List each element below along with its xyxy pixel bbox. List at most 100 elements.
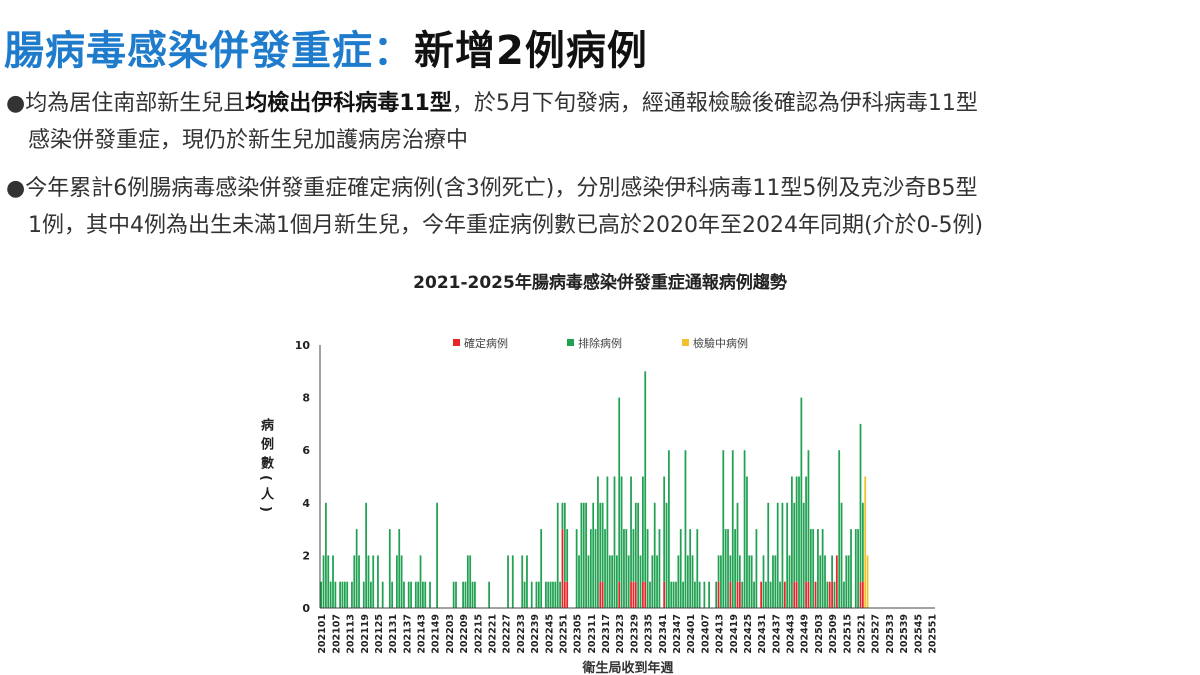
bar-排除病例 [589,529,592,608]
bar-排除病例 [507,555,509,608]
x-tick-label: 202347 [672,614,683,654]
bar-確定病例 [729,581,732,608]
bar-排除病例 [774,555,777,608]
bar-排除病例 [861,502,864,582]
bar-排除病例 [717,555,720,582]
bar-排除病例 [807,450,810,582]
bar-確定病例 [641,581,644,608]
bar-排除病例 [608,555,611,608]
bar-排除病例 [561,502,564,530]
bar-排除病例 [580,502,583,608]
y-tick-label: 6 [302,444,310,457]
x-tick-label: 202107 [331,614,342,654]
bar-排除病例 [729,555,732,582]
bar-排除病例 [346,581,349,608]
bar-排除病例 [552,581,554,608]
x-tick-label: 202515 [842,614,853,654]
bar-排除病例 [720,555,722,608]
bar-確定病例 [805,581,807,608]
bar-確定病例 [831,581,833,608]
bar-排除病例 [663,476,666,582]
bar-排除病例 [613,476,616,608]
bar-排除病例 [469,555,472,608]
bar-確定病例 [783,581,786,608]
bar-排除病例 [649,581,651,608]
x-tick-label: 202329 [629,614,640,654]
bar-排除病例 [511,555,514,608]
bar-排除病例 [764,581,767,608]
bar-排除病例 [353,555,356,608]
bar-排除病例 [738,555,741,582]
bar-排除病例 [620,476,623,608]
bar-排除病例 [417,581,420,608]
bar-確定病例 [835,555,838,608]
bar-排除病例 [809,529,812,608]
x-tick-label: 202305 [573,614,584,654]
bar-排除病例 [388,529,391,608]
bar-排除病例 [675,581,677,608]
x-tick-label: 202251 [558,614,569,654]
bar-排除病例 [641,476,644,582]
x-tick-label: 202449 [800,614,811,654]
bar-排除病例 [545,581,547,608]
bar-排除病例 [748,555,751,608]
bar-排除病例 [455,581,457,608]
bar-排除病例 [339,581,341,608]
bar-排除病例 [556,502,559,608]
bar-排除病例 [767,502,770,608]
bar-排除病例 [819,555,822,608]
bar-排除病例 [611,555,614,608]
bar-確定病例 [632,581,635,608]
bar-排除病例 [466,555,469,608]
bar-排除病例 [452,581,455,608]
bar-排除病例 [854,529,857,608]
bar-排除病例 [424,581,427,608]
bar-排除病例 [772,555,774,608]
bar-確定病例 [760,581,763,608]
bar-排除病例 [843,581,845,608]
y-tick-label: 0 [302,602,310,615]
bar-排除病例 [722,450,725,608]
bar-排除病例 [563,502,566,582]
bar-排除病例 [644,371,647,582]
bar-排除病例 [670,581,673,608]
bar-排除病例 [668,450,670,608]
bar-排除病例 [776,502,779,608]
y-tick-label: 4 [302,497,310,510]
bar-排除病例 [341,581,344,608]
bar-確定病例 [793,581,796,608]
bar-排除病例 [351,581,353,608]
bar-檢驗中病例 [864,476,867,608]
bar-排除病例 [802,502,805,608]
bullet-text: 均為居住南部新生兒且 [25,91,246,116]
x-tick-label: 202227 [502,614,513,654]
bar-排除病例 [549,581,552,608]
bar-排除病例 [679,529,682,608]
x-tick-label: 202221 [487,614,498,654]
bar-排除病例 [535,581,538,608]
bar-排除病例 [786,502,789,608]
bar-排除病例 [826,581,829,608]
bar-排除病例 [665,502,668,608]
x-tick-label: 202509 [828,614,839,654]
bar-排除病例 [805,476,807,582]
bar-排除病例 [788,555,791,608]
bar-排除病例 [724,529,727,608]
bar-排除病例 [582,502,585,608]
bar-排除病例 [615,555,618,608]
x-tick-label: 202551 [927,614,938,654]
bar-排除病例 [746,476,748,608]
bullet-marker: ● [6,91,26,116]
bar-排除病例 [419,555,422,608]
bar-確定病例 [566,581,569,608]
bar-排除病例 [637,502,640,608]
bar-排除病例 [325,502,327,608]
bar-排除病例 [407,581,410,608]
bar-確定病例 [828,581,831,608]
bar-排除病例 [656,555,658,608]
bar-排除病例 [436,502,438,608]
x-tick-label: 202215 [473,614,484,654]
bar-排除病例 [857,529,860,608]
bar-排除病例 [734,529,737,608]
